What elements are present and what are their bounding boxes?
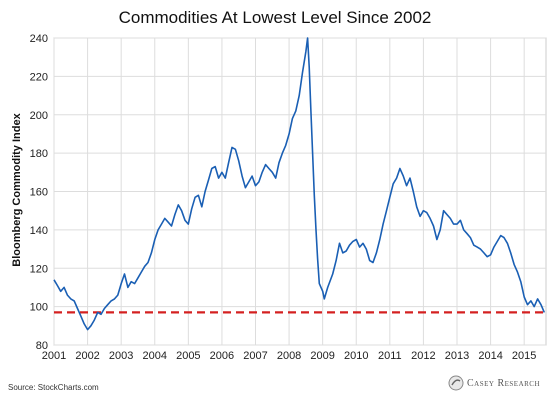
y-tick-label: 200 <box>30 110 48 122</box>
y-tick-label: 140 <box>30 225 48 237</box>
tick-label-layer: 80 100 120 140 160 180 200 220 240 2001 2002 2003 20… <box>30 33 537 362</box>
brand-wordmark: Casey Research <box>467 377 541 389</box>
x-tick-label: 2014 <box>478 350 502 362</box>
x-tick-label: 2009 <box>310 350 334 362</box>
y-tick-label: 120 <box>30 263 48 275</box>
y-tick-label: 180 <box>30 148 48 160</box>
x-tick-label: 2003 <box>109 350 133 362</box>
series-layer <box>53 37 546 331</box>
chart-title: Commodities At Lowest Level Since 2002 <box>118 8 432 27</box>
x-tick-label: 2008 <box>277 350 301 362</box>
grid-layer <box>53 37 547 346</box>
x-tick-label: 2005 <box>176 350 200 362</box>
y-tick-label: 100 <box>30 302 48 314</box>
source-note: Source: StockCharts.com <box>8 383 99 392</box>
brand-logo: Casey Research <box>448 375 540 391</box>
x-tick-label: 2010 <box>344 350 368 362</box>
x-tick-label: 2015 <box>512 350 536 362</box>
x-tick-label: 2013 <box>445 350 469 362</box>
y-axis-label: Bloomberg Commodity Index <box>11 112 23 266</box>
x-tick-label: 2006 <box>210 350 234 362</box>
x-tick-label: 2004 <box>143 350 167 362</box>
y-tick-label: 160 <box>30 187 48 199</box>
y-tick-label: 240 <box>30 33 48 45</box>
y-tick-label: 80 <box>36 340 48 352</box>
x-tick-label: 2012 <box>411 350 435 362</box>
x-tick-label: 2002 <box>75 350 99 362</box>
brand-mark-icon <box>448 375 464 391</box>
y-tick-label: 220 <box>30 71 48 83</box>
x-tick-label: 2001 <box>42 350 66 362</box>
x-tick-label: 2011 <box>378 350 402 362</box>
x-tick-label: 2007 <box>243 350 267 362</box>
series-line <box>53 37 546 331</box>
